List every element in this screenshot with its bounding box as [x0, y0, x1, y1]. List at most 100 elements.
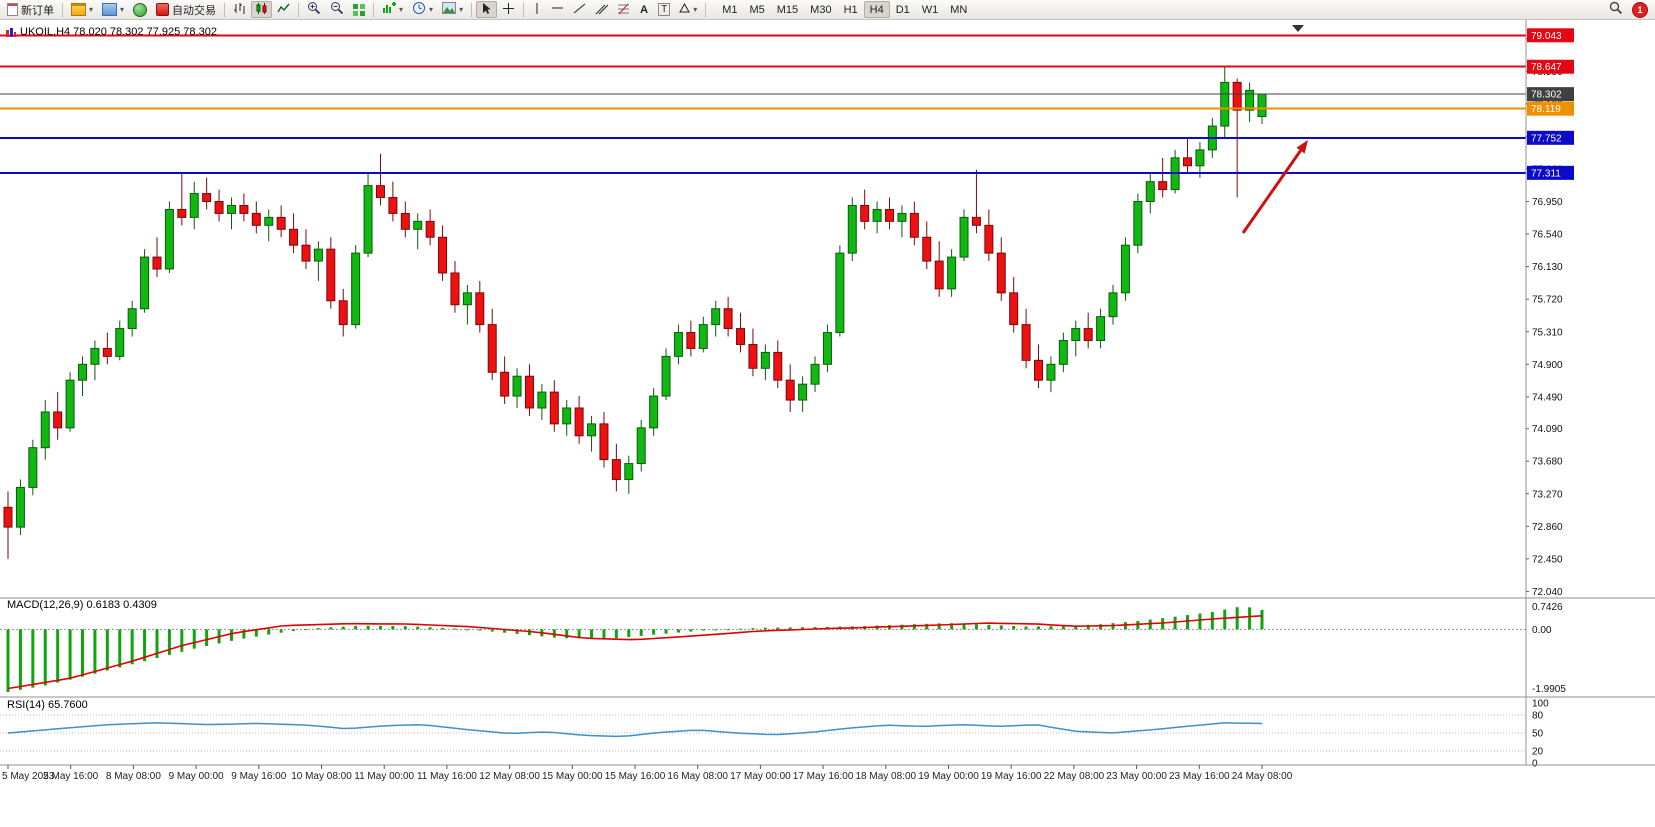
price-chart-canvas[interactable]: 79.00078.59078.18077.77077.36076.95076.5…: [0, 20, 1655, 827]
macd-histogram-bar: [614, 629, 618, 639]
autotrading-icon: [156, 3, 170, 16]
zoom-in-button[interactable]: [303, 1, 325, 18]
label-tool-button[interactable]: T: [654, 1, 674, 18]
rsi-panel-title: RSI(14) 65.7600: [7, 699, 88, 711]
toolbar-separator: [62, 2, 63, 17]
timeframe-m5-button[interactable]: M5: [743, 1, 770, 18]
zoom-out-button[interactable]: [326, 1, 348, 18]
candlestick: [65, 379, 75, 429]
line-chart-type-button[interactable]: [273, 1, 294, 18]
candlestick: [711, 308, 721, 326]
candlestick: [1034, 359, 1044, 381]
timeframe-m1-button[interactable]: M1: [716, 1, 743, 18]
annotation-arrow-head[interactable]: [1296, 140, 1308, 154]
rsi-title-text: RSI(14) 65.7600: [7, 699, 88, 711]
macd-histogram-bar: [416, 626, 420, 630]
macd-histogram-bar: [366, 625, 370, 630]
candle-chart-type-button[interactable]: [251, 1, 273, 18]
candlestick: [810, 363, 820, 385]
profiles-button[interactable]: ▾: [98, 1, 128, 18]
notifications-button[interactable]: 1: [1628, 1, 1652, 18]
horizontal-line-button[interactable]: [547, 1, 568, 18]
market-watch-button[interactable]: [129, 1, 151, 18]
time-axis-label: 16 May 08:00: [667, 771, 728, 782]
macd-histogram-bar: [1086, 624, 1090, 630]
macd-histogram-bar: [1099, 624, 1103, 630]
timeframe-mn-button[interactable]: MN: [944, 1, 973, 18]
candlestick: [239, 204, 249, 214]
cursor-button[interactable]: [476, 1, 498, 18]
macd-histogram-bar: [925, 623, 929, 630]
candlestick: [996, 252, 1006, 294]
bar-chart-type-button[interactable]: [229, 1, 250, 18]
candlestick: [127, 308, 137, 330]
new-chart-button[interactable]: ▾: [67, 1, 97, 18]
macd-title-text: MACD(12,26,9) 0.6183 0.4309: [7, 599, 157, 611]
new-order-button[interactable]: 新订单: [3, 1, 58, 18]
channel-button[interactable]: [591, 1, 612, 18]
macd-axis-label: 0.7426: [1532, 602, 1563, 613]
price-tick-label: 76.130: [1532, 262, 1563, 273]
trendline-button[interactable]: [569, 1, 590, 18]
indicators-icon: [382, 1, 397, 18]
candlestick: [698, 324, 708, 349]
candlestick: [475, 292, 485, 326]
rsi-line: [7, 722, 1263, 738]
tile-windows-icon: [353, 3, 366, 16]
price-badge-label: 78.647: [1531, 62, 1562, 73]
macd-histogram-bar: [565, 629, 569, 639]
autotrading-button[interactable]: 自动交易: [152, 1, 220, 18]
candlestick: [388, 197, 398, 214]
candlestick: [1083, 328, 1093, 341]
candlestick: [487, 324, 497, 373]
periods-button[interactable]: ▾: [408, 1, 437, 18]
macd-histogram-bar: [329, 627, 333, 630]
timeframe-w1-button[interactable]: W1: [916, 1, 945, 18]
price-badge-label: 78.302: [1531, 90, 1562, 101]
chart-shift-icon[interactable]: [1292, 25, 1304, 32]
macd-histogram-bar: [43, 629, 47, 686]
annotation-arrow-line[interactable]: [1241, 149, 1302, 234]
macd-histogram-bar: [242, 629, 246, 639]
macd-histogram-bar: [490, 629, 494, 632]
time-axis-label: 19 May 00:00: [918, 771, 979, 782]
crosshair-button[interactable]: [498, 1, 519, 18]
timeframe-m15-button[interactable]: M15: [771, 1, 804, 18]
indicators-button[interactable]: ▾: [378, 1, 407, 18]
text-tool-button[interactable]: A: [635, 1, 653, 18]
candlestick: [375, 185, 385, 199]
macd-histogram-bar: [167, 629, 171, 655]
search-button[interactable]: [1605, 1, 1627, 18]
macd-histogram-bar: [354, 625, 358, 630]
macd-histogram-bar: [1210, 611, 1214, 630]
time-axis-label: 8 May 08:00: [106, 771, 161, 782]
rsi-axis-label: 50: [1532, 729, 1544, 740]
tile-windows-button[interactable]: [349, 1, 369, 18]
price-tick-label: 74.090: [1532, 424, 1563, 435]
macd-histogram-bar: [726, 629, 730, 631]
time-axis-label: 5 May 16:00: [43, 771, 98, 782]
vertical-line-button[interactable]: [528, 1, 546, 18]
macd-histogram-bar: [1248, 607, 1252, 630]
time-axis-label: 22 May 08:00: [1044, 771, 1105, 782]
vertical-line-icon: [532, 2, 542, 18]
macd-histogram-bar: [441, 627, 445, 630]
macd-histogram-bar: [1173, 616, 1177, 630]
fibonacci-icon: [617, 2, 630, 18]
fibonacci-button[interactable]: [613, 1, 634, 18]
templates-button[interactable]: ▾: [438, 1, 467, 18]
zoom-out-icon: [330, 1, 344, 18]
candlestick: [512, 375, 522, 397]
chart-background: [0, 20, 1655, 827]
candlestick: [860, 204, 870, 222]
timeframe-d1-button[interactable]: D1: [890, 1, 916, 18]
macd-histogram-bar: [316, 628, 320, 630]
macd-histogram-bar: [590, 629, 594, 639]
search-icon: [1609, 1, 1623, 18]
shapes-button[interactable]: ▾: [675, 1, 701, 18]
timeframe-h1-button[interactable]: H1: [838, 1, 864, 18]
timeframe-m30-button[interactable]: M30: [804, 1, 837, 18]
candlestick: [400, 212, 410, 230]
timeframe-h4-button[interactable]: H4: [863, 1, 890, 18]
time-axis-label: 18 May 08:00: [855, 771, 916, 782]
